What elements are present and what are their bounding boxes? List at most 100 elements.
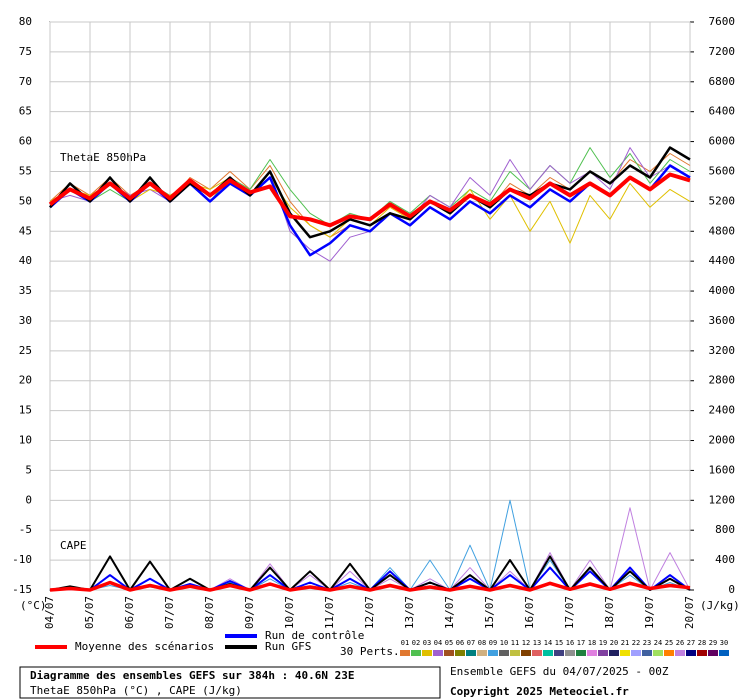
member-label: 10 xyxy=(500,639,508,647)
x-tick-label: 17/07 xyxy=(563,596,576,629)
member-label: 30 xyxy=(720,639,728,647)
legend-label: Moyenne des scénarios xyxy=(75,640,214,653)
x-tick-label: 15/07 xyxy=(483,596,496,629)
x-tick-label: 18/07 xyxy=(603,596,616,629)
x-tick-label: 09/07 xyxy=(243,596,256,629)
y2-tick-label: 4000 xyxy=(709,284,736,297)
member-swatch xyxy=(488,650,498,656)
y-tick-label: 75 xyxy=(19,45,32,58)
x-tick-label: 14/07 xyxy=(443,596,456,629)
title-box xyxy=(19,666,441,699)
member-swatch xyxy=(521,650,531,656)
y-tick-label: 60 xyxy=(19,135,32,148)
copyright: Copyright 2025 Meteociel.fr xyxy=(450,685,629,698)
member-swatch xyxy=(642,650,652,656)
x-tick-label: 08/07 xyxy=(203,596,216,629)
y-tick-label: 45 xyxy=(19,224,32,237)
member-swatch xyxy=(433,650,443,656)
member-label: 25 xyxy=(665,639,673,647)
member-label: 24 xyxy=(654,639,662,647)
member-label: 14 xyxy=(544,639,552,647)
y2-tick-label: 2000 xyxy=(709,434,736,447)
y-tick-label: 20 xyxy=(19,374,32,387)
y2-tick-label: 5600 xyxy=(709,164,736,177)
x-tick-label: 13/07 xyxy=(403,596,416,629)
member-swatch xyxy=(422,650,432,656)
members-label: 30 Perts. xyxy=(340,645,400,658)
member-swatch xyxy=(411,650,421,656)
member-swatch xyxy=(598,650,608,656)
member-swatch xyxy=(697,650,707,656)
y-tick-label: 65 xyxy=(19,105,32,118)
y2-tick-label: 1600 xyxy=(709,463,736,476)
series-line xyxy=(49,146,691,239)
member-swatch xyxy=(510,650,520,656)
x-tick-label: 06/07 xyxy=(123,596,136,629)
member-label: 18 xyxy=(588,639,596,647)
member-label: 19 xyxy=(599,639,607,647)
annotation: ThetaE 850hPa xyxy=(60,151,146,164)
y-axis-label: (°C) xyxy=(20,599,47,612)
member-swatch xyxy=(675,650,685,656)
member-label: 09 xyxy=(489,639,497,647)
member-label: 27 xyxy=(687,639,695,647)
y2-tick-label: 2800 xyxy=(709,374,736,387)
x-tick-label: 20/07 xyxy=(683,596,696,629)
y2-tick-label: 2400 xyxy=(709,404,736,417)
y-tick-label: 10 xyxy=(19,434,32,447)
member-swatch xyxy=(708,650,718,656)
member-label: 04 xyxy=(434,639,442,647)
member-label: 02 xyxy=(412,639,420,647)
y-tick-label: 0 xyxy=(25,493,32,506)
y-tick-label: 15 xyxy=(19,404,32,417)
member-label: 05 xyxy=(445,639,453,647)
member-label: 29 xyxy=(709,639,717,647)
member-swatch xyxy=(719,650,729,656)
x-tick-label: 19/07 xyxy=(643,596,656,629)
y2-tick-label: 3200 xyxy=(709,344,736,357)
y-tick-label: 25 xyxy=(19,344,32,357)
member-swatch xyxy=(543,650,553,656)
y-tick-label: 70 xyxy=(19,75,32,88)
member-label: 20 xyxy=(610,639,618,647)
legend-label: Run de contrôle xyxy=(265,629,364,642)
y-tick-label: 35 xyxy=(19,284,32,297)
member-label: 07 xyxy=(467,639,475,647)
member-swatch xyxy=(455,650,465,656)
member-swatch xyxy=(565,650,575,656)
y-tick-label: 55 xyxy=(19,164,32,177)
member-swatch xyxy=(554,650,564,656)
member-swatch xyxy=(499,650,509,656)
member-label: 15 xyxy=(555,639,563,647)
run-info: Ensemble GEFS du 04/07/2025 - 00Z xyxy=(450,665,669,678)
x-tick-label: 11/07 xyxy=(323,596,336,629)
y-tick-label: -10 xyxy=(12,553,32,566)
member-swatch xyxy=(631,650,641,656)
y2-tick-label: 3600 xyxy=(709,314,736,327)
member-label: 13 xyxy=(533,639,541,647)
y2-tick-label: 4800 xyxy=(709,224,736,237)
y2-tick-label: 7200 xyxy=(709,45,736,58)
member-swatch xyxy=(664,650,674,656)
y2-tick-label: 1200 xyxy=(709,493,736,506)
legend-label: Run GFS xyxy=(265,640,311,653)
y2-tick-label: 400 xyxy=(715,553,735,566)
y-tick-label: 40 xyxy=(19,254,32,267)
member-label: 26 xyxy=(676,639,684,647)
member-swatch xyxy=(532,650,542,656)
series-line xyxy=(49,580,691,592)
y-tick-label: 30 xyxy=(19,314,32,327)
y-tick-label: -5 xyxy=(19,523,32,536)
y2-axis-label: (J/kg) xyxy=(700,599,740,612)
member-swatch xyxy=(477,650,487,656)
member-swatch xyxy=(444,650,454,656)
x-tick-label: 16/07 xyxy=(523,596,536,629)
y2-tick-label: 6400 xyxy=(709,105,736,118)
member-label: 06 xyxy=(456,639,464,647)
member-swatch xyxy=(609,650,619,656)
member-label: 12 xyxy=(522,639,530,647)
series-line xyxy=(48,172,691,228)
y2-tick-label: 4400 xyxy=(709,254,736,267)
